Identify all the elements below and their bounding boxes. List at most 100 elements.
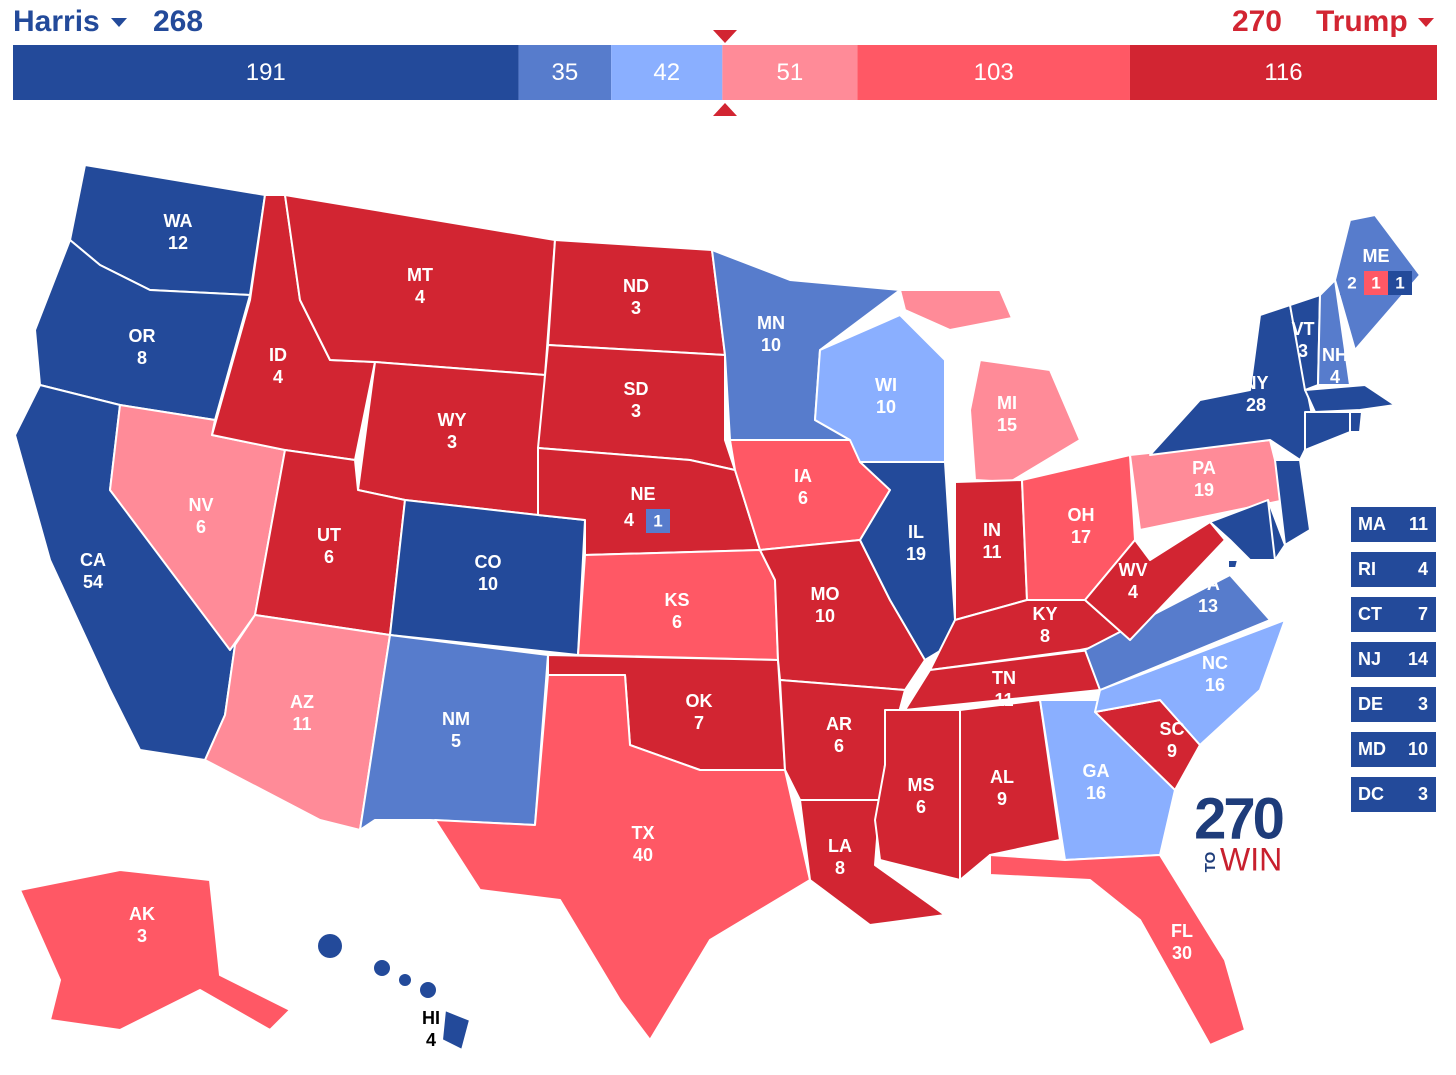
state-ev: 2 xyxy=(1347,273,1356,292)
state-ev: 8 xyxy=(137,348,147,368)
state-ev: 8 xyxy=(835,858,845,878)
right-candidate[interactable]: Trump xyxy=(1316,5,1408,38)
state-ev: 3 xyxy=(1298,341,1308,361)
state-ev: 10 xyxy=(876,397,896,417)
state-ev: 54 xyxy=(83,572,103,592)
state-ev: 16 xyxy=(1205,675,1225,695)
state-shape[interactable] xyxy=(19,869,291,1031)
state-abbr: CA xyxy=(80,550,106,570)
state-abbr: FL xyxy=(1171,921,1193,941)
small-state-abbr: DC xyxy=(1358,784,1384,804)
logo-to: TO xyxy=(1202,851,1219,872)
state-abbr: IL xyxy=(908,522,924,542)
state-shape[interactable] xyxy=(1209,499,1276,561)
state-abbr: ND xyxy=(623,276,649,296)
bar-segment-label: 191 xyxy=(246,59,286,86)
dropdown-arrow[interactable] xyxy=(1418,18,1434,27)
state-abbr: WV xyxy=(1119,560,1148,580)
small-state-box[interactable] xyxy=(1351,732,1436,767)
state-shape[interactable] xyxy=(1304,411,1351,451)
state-shape[interactable] xyxy=(318,934,342,958)
small-state-box[interactable] xyxy=(1351,552,1436,587)
state-shape[interactable] xyxy=(389,499,586,656)
bar-segment-label: 51 xyxy=(776,59,803,86)
state-abbr: AR xyxy=(826,714,852,734)
small-state-ev: 3 xyxy=(1418,784,1428,804)
state-shape[interactable] xyxy=(874,709,961,881)
state-shape[interactable] xyxy=(1349,411,1363,433)
state-shape[interactable] xyxy=(859,461,956,661)
state-shape[interactable] xyxy=(420,982,436,998)
left-candidate[interactable]: Harris xyxy=(13,5,100,38)
map xyxy=(14,164,1421,1051)
bar-segment xyxy=(13,45,519,100)
small-state-abbr: MD xyxy=(1358,739,1386,759)
state-shape[interactable] xyxy=(434,674,811,1041)
state-shape[interactable] xyxy=(899,289,1013,331)
state-abbr: MS xyxy=(908,775,935,795)
state-shape[interactable] xyxy=(1304,384,1396,413)
state-ev: 40 xyxy=(633,845,653,865)
state-shape[interactable] xyxy=(989,854,1246,1046)
bar-segment xyxy=(611,45,723,100)
small-state-abbr: MA xyxy=(1358,514,1386,534)
state-abbr: LA xyxy=(828,836,852,856)
bar-segment xyxy=(857,45,1130,100)
state-abbr: AZ xyxy=(290,692,314,712)
small-state-box[interactable] xyxy=(1351,597,1436,632)
state-ev: 6 xyxy=(196,517,206,537)
state-ev: 8 xyxy=(1040,626,1050,646)
state-shape[interactable] xyxy=(284,194,556,376)
state-ev: 3 xyxy=(137,926,147,946)
state-ev: 6 xyxy=(672,612,682,632)
state-shape[interactable] xyxy=(1094,619,1286,746)
state-ev: 6 xyxy=(916,797,926,817)
dropdown-arrow[interactable] xyxy=(111,18,127,27)
state-ev: 30 xyxy=(1172,943,1192,963)
state-shape[interactable] xyxy=(374,960,390,976)
bar-segment-label: 116 xyxy=(1264,59,1302,86)
state-shape[interactable] xyxy=(959,699,1061,881)
small-state-abbr: NJ xyxy=(1358,649,1381,669)
state-ev: 9 xyxy=(1167,741,1177,761)
state-ev: 3 xyxy=(447,432,457,452)
state-abbr: NH xyxy=(1322,345,1348,365)
state-shape[interactable] xyxy=(441,1009,471,1051)
state-shape[interactable] xyxy=(1149,304,1316,461)
state-ev: 4 xyxy=(415,287,425,307)
majority-marker xyxy=(713,103,737,116)
state-abbr: OR xyxy=(129,326,156,346)
state-abbr: ME xyxy=(1363,246,1390,266)
state-ev: 19 xyxy=(906,544,926,564)
state-abbr: WY xyxy=(438,410,467,430)
state-abbr: CO xyxy=(475,552,502,572)
small-state-box[interactable] xyxy=(1351,687,1436,722)
state-shape[interactable] xyxy=(1274,459,1311,546)
state-shape[interactable] xyxy=(399,974,411,986)
small-state-box[interactable] xyxy=(1351,777,1436,812)
state-ev: 4 xyxy=(273,367,283,387)
state-ev: 4 xyxy=(624,510,634,530)
small-state-abbr: CT xyxy=(1358,604,1382,624)
state-ev: 3 xyxy=(631,298,641,318)
left-total: 268 xyxy=(153,5,203,38)
small-state-box[interactable] xyxy=(1351,642,1436,677)
state-ev: 13 xyxy=(1198,596,1218,616)
bar-segment-label: 35 xyxy=(552,59,579,86)
state-shape[interactable] xyxy=(1084,574,1271,691)
right-total: 270 xyxy=(1232,5,1282,38)
district-box xyxy=(1364,271,1388,295)
state-ev: 10 xyxy=(761,335,781,355)
state-abbr: OH xyxy=(1068,505,1095,525)
state-abbr: AL xyxy=(990,767,1014,787)
state-ev: 19 xyxy=(1194,480,1214,500)
state-shape[interactable] xyxy=(1227,559,1239,569)
small-state-list: MA 11 RI 4 CT 7 NJ 14 DE 3 MD 10 DC 3 xyxy=(1351,507,1436,812)
state-shape[interactable] xyxy=(1317,279,1351,386)
bar-segment-label: 103 xyxy=(974,59,1014,86)
small-state-box[interactable] xyxy=(1351,507,1436,542)
state-shape[interactable] xyxy=(969,359,1081,483)
bar-segment xyxy=(722,45,858,100)
state-abbr: TX xyxy=(631,823,654,843)
